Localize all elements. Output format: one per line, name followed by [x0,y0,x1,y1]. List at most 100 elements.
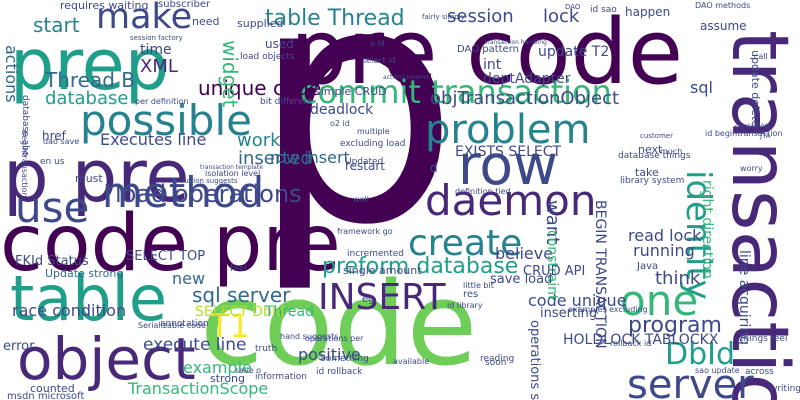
cloud-word: DAO [565,3,581,11]
cloud-word: table Thread [265,6,405,31]
cloud-word: running [633,241,695,260]
cloud-word: must [75,172,103,185]
cloud-word: supplied [237,17,284,30]
cloud-word: make [96,0,193,37]
cloud-word: things feel [740,334,788,344]
cloud-word: id library [447,301,483,310]
cloud-word: information [255,372,307,382]
cloud-word: object [17,325,196,393]
cloud-word: load operations [115,180,302,208]
cloud-word: customer [640,132,673,140]
cloud-word: race condition [12,301,127,320]
cloud-word: feel [230,264,247,274]
cloud-word: positive [298,345,361,364]
cloud-word: reading [480,354,515,364]
cloud-word: DAO pattern [457,44,519,55]
cloud-word: CRUD API [523,264,586,279]
cloud-word: p [250,0,460,297]
cloud-word: save o [235,366,262,375]
cloud-word: Serializable code [138,321,207,330]
cloud-word: think [655,268,701,289]
cloud-word: believe [495,244,554,263]
cloud-word: examples excluding [568,305,648,314]
cloud-word: possible [80,96,252,145]
cloud-word: definition tied [455,187,511,196]
cloud-word: Java [637,261,659,272]
cloud-word: one [620,276,699,325]
cloud-word: worry [740,164,763,173]
cloud-word: hand suggests [280,332,339,341]
cloud-word: use [15,183,90,232]
cloud-word: start [33,13,80,37]
cloud-word: actions [2,45,21,103]
cloud-word: load objects [240,52,295,62]
cloud-word: res [463,289,479,300]
cloud-word: strong [210,372,246,385]
cloud-word: href [42,129,66,143]
cloud-word: isolation level [205,169,261,178]
cloud-word: update delete [749,50,762,127]
cloud-word: per definition [135,97,189,106]
cloud-word: much [660,147,683,156]
cloud-word: p pre [3,134,190,218]
cloud-word: transaction handling [485,39,547,46]
cloud-word: commit transaction [300,73,612,111]
cloud-word: SELECT DbId [195,304,285,320]
cloud-word: o2 id [330,119,350,128]
cloud-word: en us [40,157,65,167]
cloud-word: session factory [130,34,183,42]
cloud-word: prep [10,24,170,106]
cloud-word: right direction [699,180,715,279]
cloud-word: BEGIN TRANSACTION [592,200,608,349]
cloud-word: inserted [238,148,312,169]
cloud-word: pre code [290,0,684,105]
cloud-word: used [265,37,294,51]
cloud-word: DbId [665,337,736,372]
cloud-word: time [140,42,172,58]
cloud-word: framework go [337,227,393,236]
cloud-word: Action suggests [182,177,238,185]
cloud-word: save load [490,272,553,287]
cloud-word: SELECT TOP [126,249,206,264]
cloud-word: available [393,357,430,366]
cloud-word: Thread [265,304,314,320]
cloud-word: transaction [714,30,800,400]
cloud-word: eg [362,294,375,305]
cloud-word: dao save [43,137,80,146]
cloud-word: id rollback [316,367,363,377]
cloud-word: create [408,223,523,264]
cloud-word: database abo [20,95,30,157]
cloud-word: operations save [527,320,542,400]
cloud-word: code unique [528,291,627,310]
cloud-word: deadlock [310,102,374,118]
cloud-word: update T2 [538,44,610,60]
cloud-word: sao update [695,366,740,375]
cloud-word: lock [543,6,580,27]
cloud-word: program [628,313,722,338]
cloud-word: Thread B [45,68,136,92]
cloud-word: deptAdapter [483,71,571,87]
cloud-word: annotation [160,319,209,329]
cloud-word: read lock [628,226,702,245]
cloud-word: bit different [260,97,313,107]
cloud-word: multiple [357,127,390,136]
cloud-word: Update strong [45,267,124,280]
cloud-word: library system [620,176,685,186]
cloud-word: want [542,200,563,245]
cloud-word: well [353,195,369,204]
cloud-word: preform database [322,254,519,279]
cloud-word: msdn microsoft [7,391,85,400]
cloud-word: example [183,358,252,377]
cloud-word: widget [218,40,242,108]
cloud-word: table [10,262,168,335]
cloud-word: requires waiting [60,0,149,12]
cloud-word: single amount [343,264,422,277]
cloud-word: constraint [544,230,560,301]
cloud-word: TransactionScope [128,379,269,398]
cloud-word: daemon [425,176,597,225]
cloud-word: line acquiring [736,250,752,346]
cloud-word: method [102,168,265,217]
cloud-word: truth [255,344,278,354]
cloud-word: soon [485,358,507,368]
cloud-word: row [458,133,559,197]
